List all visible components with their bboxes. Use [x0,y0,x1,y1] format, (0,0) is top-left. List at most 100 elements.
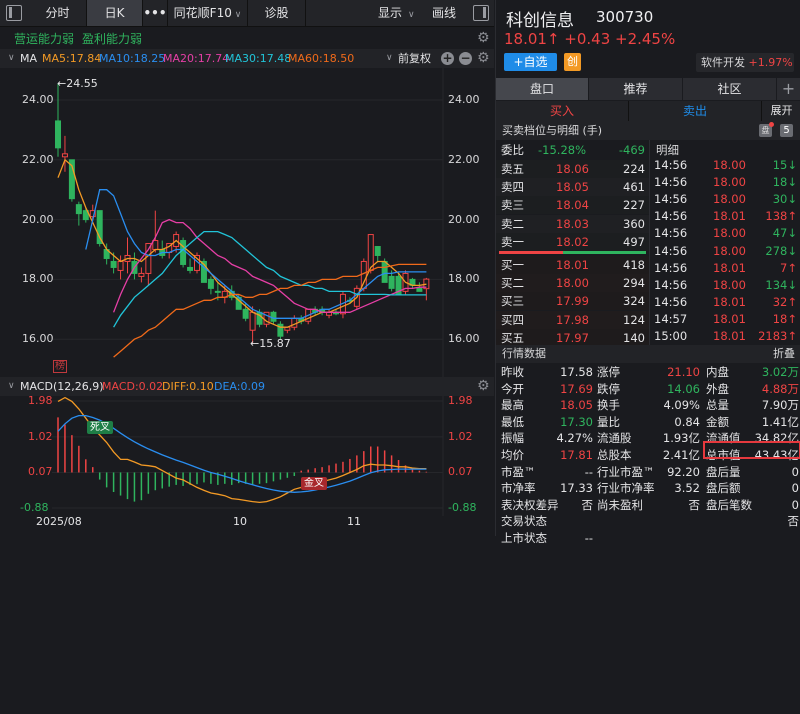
level-volume: 294 [623,276,645,291]
quote-value: 21.10 [667,365,700,379]
tick-time: 14:56 [654,226,688,241]
bid-row[interactable]: 买四 17.98 124 [496,310,649,329]
quote-cell: 盘后额 0 [706,480,799,496]
tick-volume: 15↓ [772,158,797,172]
quote-value: 14.06 [667,381,700,396]
macd-value: MACD:0.02 [102,380,164,393]
quote-value: 17.33 [560,481,593,496]
tab-intraday[interactable]: 分时 [29,0,87,26]
quote-value: 2.41亿 [662,448,700,462]
level2-icon[interactable]: 盘 [759,122,774,137]
diff-value: DIFF:0.10 [162,380,214,393]
quote-cell: 否 [706,513,800,529]
tag-profit-weak[interactable]: 盈利能力弱 [82,32,143,46]
quote-cell: 今开 17.69 [501,381,593,397]
tick-volume: 18↑ [772,311,797,326]
tab-orderbook[interactable]: 盘口 [496,78,589,100]
buy-button[interactable]: 买入 [496,101,629,121]
level-volume: 227 [623,198,645,213]
low-annotation: ←15.87 [250,337,291,350]
orderbook-title: 买卖档位与明细 (手) [502,124,603,137]
quote-cell: 振幅 4.27% [501,430,593,446]
tab-f10[interactable]: 同花顺F10 ∨ [168,0,248,26]
quote-key: 最低 [501,414,524,429]
zoom-in-icon[interactable]: + [441,51,454,65]
quote-data-header: 行情数据 折叠 [496,345,800,363]
tab-diagnose[interactable]: 诊股 [248,0,306,26]
quote-key: 流通股 [597,431,632,446]
macd-chart[interactable] [0,396,494,516]
quote-cell: 总股本 2.41亿 [597,447,700,463]
tick-price: 18.00 [713,277,746,292]
quote-key: 行业市净率 [597,481,655,496]
ask-row[interactable]: 卖五 18.06 224 [496,160,649,178]
draw-button[interactable]: 画线 [432,6,457,20]
expand-button[interactable]: 展开 [770,104,793,117]
level-label: 卖二 [501,216,524,231]
quote-cell: 流通股 1.93亿 [597,430,700,446]
candlestick-chart[interactable] [0,68,494,378]
display-dropdown[interactable]: 显示 ∨ [378,0,415,26]
tick-price: 18.00 [713,192,746,207]
tab-community[interactable]: 社区 [683,78,777,100]
ma-title: MA [20,52,38,65]
add-watchlist-button[interactable]: +自选 [504,53,557,71]
bid-row[interactable]: 买一 18.01 418 [496,256,649,274]
ask-row[interactable]: 卖四 18.05 461 [496,178,649,197]
right-panel-toggle-icon[interactable] [473,5,489,21]
add-tab-icon[interactable]: + [777,78,800,100]
chevron-down-icon[interactable]: ∨ [8,53,15,63]
quote-value: 3.52 [674,481,700,496]
chevron-down-icon[interactable]: ∨ [8,381,15,391]
tick-volume: 138↑ [765,209,797,224]
quote-value: 7.90万 [761,398,799,413]
ask-row[interactable]: 卖一 18.02 497 [496,232,649,251]
stock-price-change: 18.01↑ +0.43 +2.45% [504,30,676,48]
sector-badge[interactable]: 软件开发 +1.97% [696,53,794,72]
left-panel-toggle-icon[interactable] [6,5,22,21]
gear-icon[interactable]: ⚙ [477,50,490,66]
adjust-dropdown[interactable]: 前复权 [398,52,431,65]
sell-button[interactable]: 卖出 [629,101,762,121]
quote-value: 17.58 [560,365,593,379]
zoom-out-icon[interactable]: − [459,51,472,65]
quote-cell: 盘后量 0 [706,464,799,480]
level-label: 买五 [501,330,524,345]
bid-strength-bar [499,251,563,254]
ask-row[interactable]: 卖三 18.04 227 [496,196,649,215]
quote-value: 0 [791,481,799,496]
quote-cell: 内盘 3.02万 [706,364,799,380]
quote-cell: 表决权差异 否 [501,497,593,513]
tick-time: 14:56 [654,158,688,172]
quote-cell: 市盈™ -- [501,464,593,480]
fold-button[interactable]: 折叠 [773,347,795,360]
level-volume: 324 [623,294,645,309]
macd-legend: ∨ MACD(12,26,9) MACD:0.02 DIFF:0.10 DEA:… [0,377,494,396]
rank-badge[interactable]: 榜 [53,360,67,373]
gear-icon[interactable]: ⚙ [477,378,490,394]
ma-legend: ∨ MA MA5:17.84 MA10:18.25 MA20:17.74 MA3… [0,49,494,68]
chart-area: 分时 日K ••• 同花顺F10 ∨ 诊股 显示 ∨ 画线 营运能力弱 盈利能力弱… [0,0,494,536]
ma10-value: MA10:18.25 [99,52,166,65]
more-button[interactable]: ••• [143,0,168,26]
depth-count-button[interactable]: 5 [780,124,793,137]
bid-row[interactable]: 买三 17.99 324 [496,292,649,311]
quote-value: 17.30 [560,414,593,429]
level-label: 卖五 [501,162,524,176]
tab-recommend[interactable]: 推荐 [589,78,683,100]
quote-key: 上市状态 [501,531,547,545]
tick-price: 18.01 [713,294,746,309]
gear-icon[interactable]: ⚙ [477,30,490,46]
tag-operation-weak[interactable]: 营运能力弱 [14,32,75,46]
bid-row[interactable]: 买二 18.00 294 [496,274,649,293]
tick-time: 14:56 [654,243,688,258]
bid-row[interactable]: 买五 17.97 140 [496,328,649,347]
tick-price: 18.01 [713,329,746,343]
order-ratio-row: 委比 -15.28% -469 [496,141,649,159]
macd-label-right: 1.02 [448,429,473,443]
tick-volume: 18↓ [772,175,797,190]
tab-daily-k[interactable]: 日K [87,0,143,26]
ask-row[interactable]: 卖二 18.03 360 [496,214,649,233]
display-label: 显示 [378,6,403,20]
level-volume: 124 [623,312,645,327]
